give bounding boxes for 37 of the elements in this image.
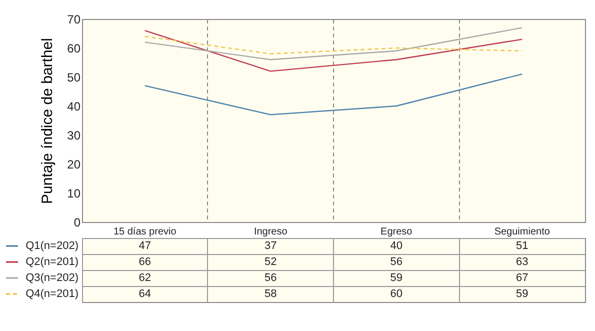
data-label: 47 <box>138 240 151 252</box>
y-tick-label: 20 <box>67 158 81 172</box>
data-label: 59 <box>390 272 402 284</box>
data-label: 59 <box>516 288 528 300</box>
data-label: 51 <box>516 240 528 252</box>
x-tick-label: Egreso <box>380 226 413 238</box>
y-tick-label: 70 <box>67 12 81 26</box>
line-series <box>144 30 523 72</box>
y-tick-label: 60 <box>67 42 81 56</box>
data-label: 58 <box>264 288 277 300</box>
x-tick-label: 15 días previo <box>113 226 177 238</box>
y-tick-label: 10 <box>67 186 81 200</box>
y-tick-label: 30 <box>67 128 81 142</box>
y-tick-label: 0 <box>74 216 81 230</box>
line-series <box>144 36 523 54</box>
data-label: 37 <box>264 240 277 252</box>
data-label: 67 <box>516 272 528 284</box>
y-tick-label: 40 <box>67 100 81 114</box>
data-label: 63 <box>516 256 528 268</box>
y-axis-title: Puntaje índice de barthel <box>39 38 56 204</box>
data-label: 40 <box>390 240 402 252</box>
legend-label: Q4(n=201) <box>26 288 78 300</box>
legend-label: Q1(n=202) <box>26 240 78 252</box>
data-label: 52 <box>264 256 277 268</box>
data-label: 64 <box>138 288 151 300</box>
x-tick-label: Seguimiento <box>494 226 550 238</box>
data-label: 56 <box>264 272 277 284</box>
data-label: 60 <box>390 288 402 300</box>
data-label: 66 <box>138 256 151 268</box>
y-tick-label: 50 <box>67 70 81 84</box>
x-tick-label: Ingreso <box>254 226 288 238</box>
legend-label: Q3(n=202) <box>26 272 78 284</box>
line-series <box>144 27 523 60</box>
line-series <box>144 74 523 116</box>
legend-label: Q2(n=201) <box>26 256 78 268</box>
data-label: 56 <box>390 256 402 268</box>
data-label: 62 <box>138 272 151 284</box>
